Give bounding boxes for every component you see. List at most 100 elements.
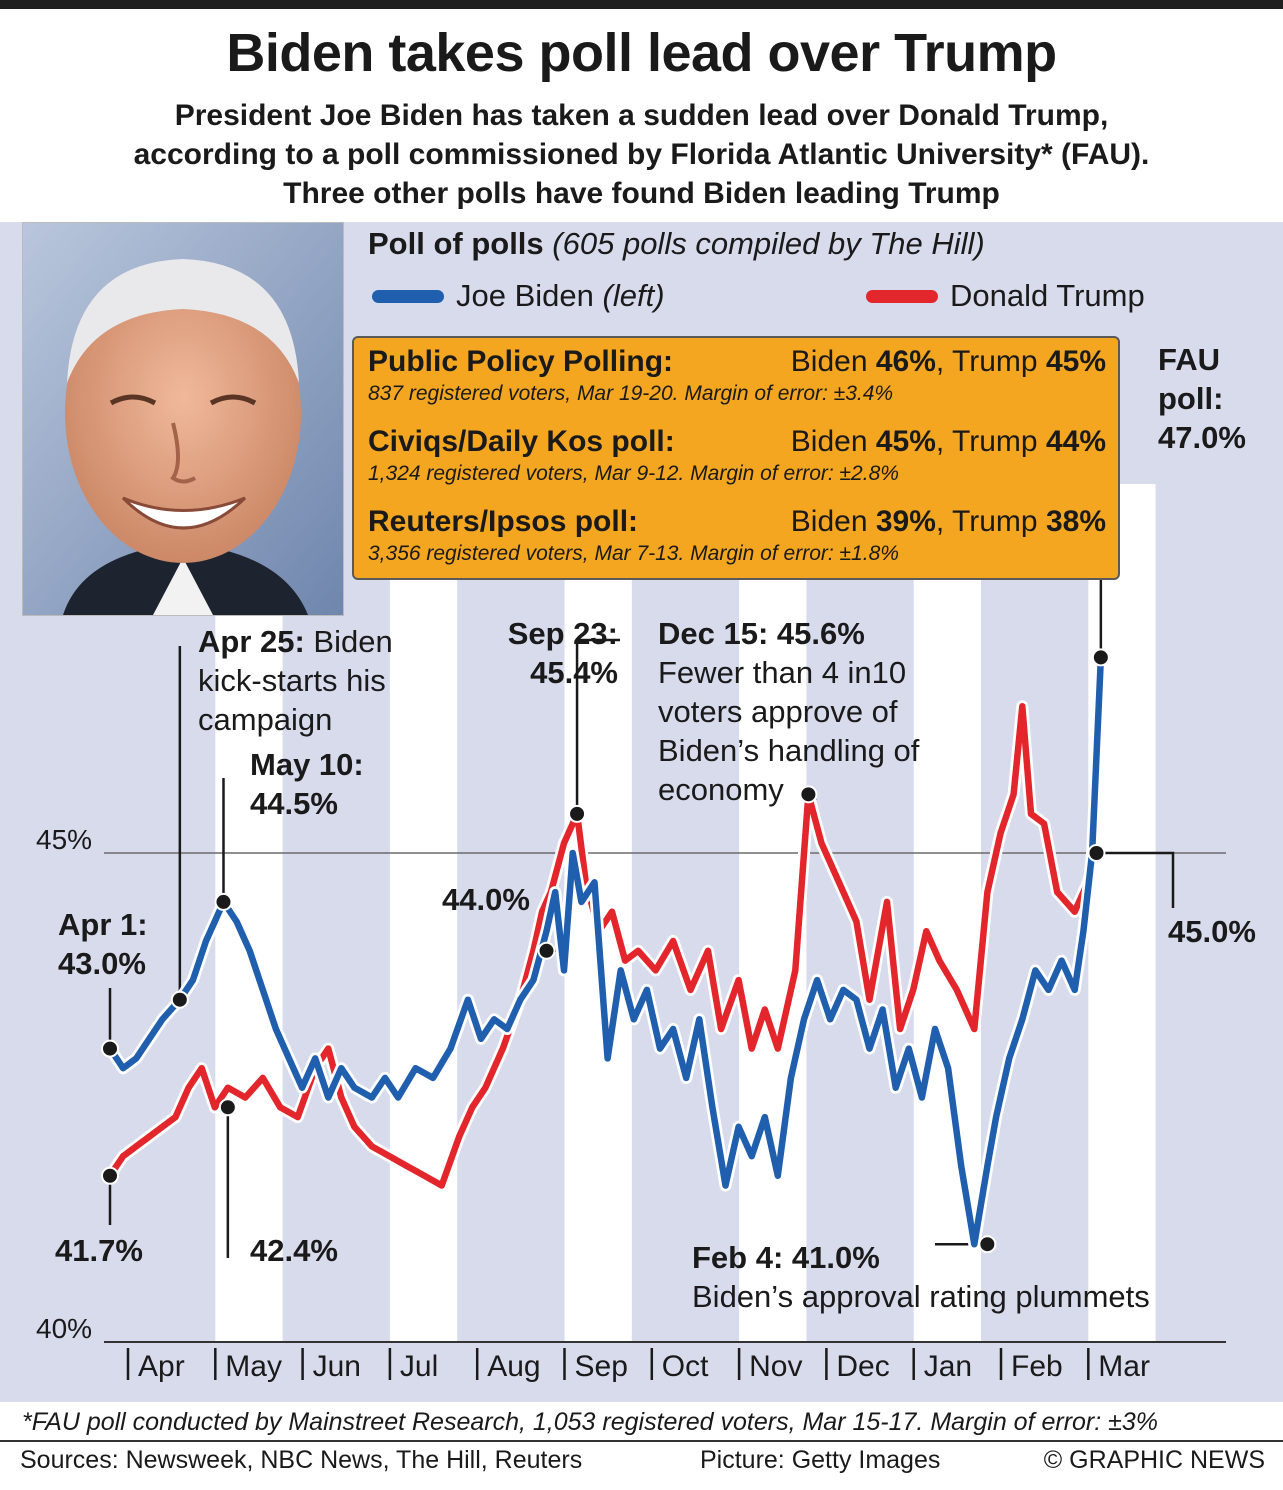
trump-series-line xyxy=(106,703,1100,1189)
month-label: Oct xyxy=(662,1350,709,1383)
other-polls-box: Public Policy Polling: Biden 46%, Trump … xyxy=(352,336,1120,580)
annotation-dot xyxy=(1091,648,1110,667)
annotation-dot xyxy=(214,892,233,911)
legend-biden-label: Joe Biden xyxy=(456,278,594,313)
sep23-label: Sep 23: xyxy=(507,616,618,651)
fau-annotation: FAU poll: 47.0% xyxy=(1158,340,1246,457)
picture-credit: Picture: Getty Images xyxy=(700,1446,941,1474)
month-label: Feb xyxy=(1011,1350,1063,1383)
biden-photo xyxy=(22,222,344,616)
page-title: Biden takes poll lead over Trump xyxy=(226,23,1057,83)
may10-label: May 10: xyxy=(250,747,364,782)
end-leader xyxy=(1096,851,1175,908)
poll-name: Reuters/Ipsos poll: xyxy=(368,505,639,538)
sources: Sources: Newsweek, NBC News, The Hill, R… xyxy=(20,1446,583,1474)
poll-value-a: 46% xyxy=(875,345,936,378)
poll-value-b: 45% xyxy=(1045,345,1106,378)
legend-biden: Joe Biden (left) xyxy=(372,278,665,314)
poll-value-b: 44% xyxy=(1045,425,1106,458)
apr25-text-2: kick-starts his xyxy=(198,663,386,698)
poll-value-a: 45% xyxy=(875,425,936,458)
poll-result-a: Biden xyxy=(790,345,876,378)
legend-biden-note: (left) xyxy=(602,278,665,313)
footer xyxy=(0,1444,1283,1490)
annotation-dot xyxy=(978,1235,997,1254)
legend-trump-label: Donald Trump xyxy=(950,278,1145,313)
annotation-dot xyxy=(537,941,556,960)
aug-value-label: 44.0% xyxy=(442,882,530,917)
may10-annotation: May 10: 44.5% xyxy=(250,745,364,823)
apr25-annotation: Apr 25: Biden kick-starts his campaign xyxy=(198,622,393,739)
poll-result-a: Biden xyxy=(790,425,876,458)
poll-row: Reuters/Ipsos poll: Biden 39%, Trump 38% xyxy=(368,504,1106,540)
month-stripe xyxy=(389,484,458,1342)
ytick-45: 45% xyxy=(36,824,93,855)
fau-value: 47.0% xyxy=(1158,420,1246,455)
month-label: Sep xyxy=(575,1350,628,1383)
apr25-text: Biden xyxy=(304,624,393,659)
footnote: *FAU poll conducted by Mainstreet Resear… xyxy=(22,1408,1158,1436)
ytick-40: 40% xyxy=(36,1313,93,1344)
annotation-dot xyxy=(170,990,189,1009)
sep23-value: 45.4% xyxy=(530,655,618,690)
month-label: Jan xyxy=(924,1350,972,1383)
poll-value-a: 39% xyxy=(875,505,936,538)
fau-label-2: poll: xyxy=(1158,381,1224,416)
annotation-dot xyxy=(101,1166,119,1185)
apr25-text-3: campaign xyxy=(198,702,333,737)
footer-rule-top xyxy=(0,1440,1283,1442)
subtitle-line: President Joe Biden has taken a sudden l… xyxy=(174,99,1109,132)
poll-note: 3,356 registered voters, Mar 7-13. Margi… xyxy=(368,542,899,565)
dec15-text-4: economy xyxy=(658,772,784,807)
poll-row: Public Policy Polling: Biden 46%, Trump … xyxy=(368,344,1106,380)
feb4-text: Biden’s approval rating plummets xyxy=(692,1279,1150,1314)
month-label: Mar xyxy=(1098,1350,1150,1383)
legend-title: Poll of polls xyxy=(368,226,544,261)
dec15-text: Fewer than 4 in10 xyxy=(658,655,907,690)
annotation-dot xyxy=(799,785,818,804)
biden-series-line xyxy=(106,654,1105,1248)
apr25-label: Apr 25: xyxy=(198,624,305,659)
sep23-annotation: Sep 23: 45.4% xyxy=(494,614,618,692)
month-label: Jun xyxy=(313,1350,361,1383)
legend-title-note: (605 polls compiled by The Hill) xyxy=(552,226,985,261)
subtitle-line: Three other polls have found Biden leadi… xyxy=(283,177,1000,210)
poll-row: Civiqs/Daily Kos poll: Biden 45%, Trump … xyxy=(368,424,1106,460)
feb4-annotation: Feb 4: 41.0% Biden’s approval rating plu… xyxy=(692,1238,1150,1316)
poll-name: Civiqs/Daily Kos poll: xyxy=(368,425,675,458)
dec15-label: Dec 15: 45.6% xyxy=(658,616,865,651)
footnote-area xyxy=(0,1404,1283,1444)
dec15-text-3: Biden’s handling of xyxy=(658,733,920,768)
annotation-dot xyxy=(1087,844,1106,862)
month-label: May xyxy=(225,1350,282,1383)
poll-result-b: , Trump xyxy=(935,345,1046,378)
poll-result-a: Biden xyxy=(790,505,876,538)
feb4-label: Feb 4: 41.0% xyxy=(692,1240,880,1275)
poll-result-b: , Trump xyxy=(935,505,1046,538)
dec15-annotation: Dec 15: 45.6% Fewer than 4 in10 voters a… xyxy=(658,614,919,809)
month-label: Apr xyxy=(138,1350,185,1383)
poll-note: 837 registered voters, Mar 19-20. Margin… xyxy=(368,382,894,405)
trump-may-label: 42.4% xyxy=(250,1233,338,1268)
fau-label: FAU xyxy=(1158,342,1220,377)
biden-swatch xyxy=(372,289,444,303)
subtitle-line: according to a poll commissioned by Flor… xyxy=(133,138,1150,171)
legend-trump: Donald Trump xyxy=(866,278,1145,314)
apr1-annotation: Apr 1: 43.0% xyxy=(58,905,148,983)
poll-name: Public Policy Polling: xyxy=(368,345,674,378)
annotation-dot xyxy=(218,1098,237,1117)
apr1-value: 43.0% xyxy=(58,946,146,981)
sep23-leader xyxy=(575,638,620,814)
poll-result-b: , Trump xyxy=(935,425,1046,458)
dec15-text-2: voters approve of xyxy=(658,694,898,729)
annotation-dot xyxy=(568,804,587,823)
month-label: Dec xyxy=(836,1350,889,1383)
poll-note: 1,324 registered voters, Mar 9-12. Margi… xyxy=(368,462,899,485)
month-stripe xyxy=(1088,484,1156,1342)
subtitle: President Joe Biden has taken a sudden l… xyxy=(0,96,1283,213)
trump-start-label: 41.7% xyxy=(55,1233,143,1268)
month-label: Nov xyxy=(749,1350,802,1383)
month-label: Jul xyxy=(400,1350,438,1383)
legend-heading: Poll of polls (605 polls compiled by The… xyxy=(368,226,985,262)
